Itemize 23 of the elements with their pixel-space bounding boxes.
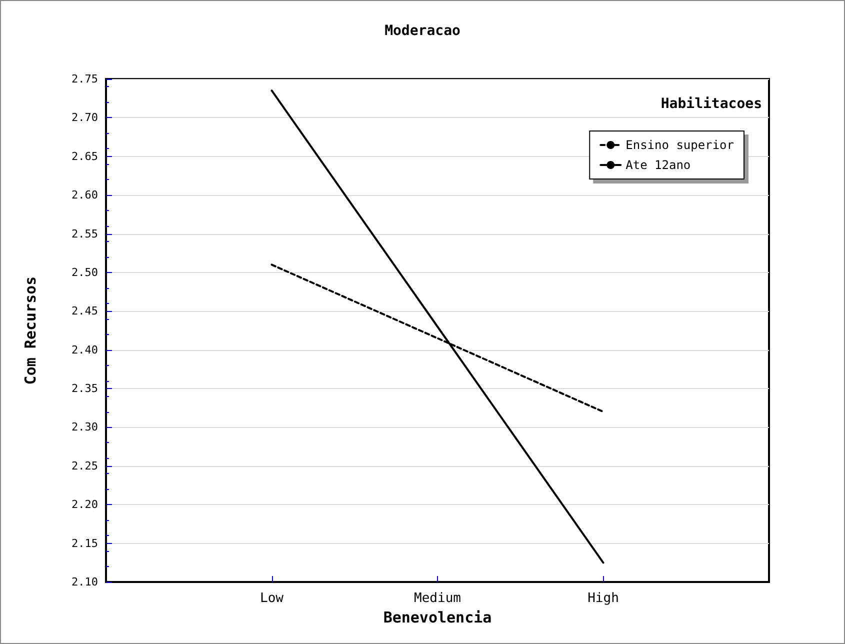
y-tick-label: 2.30 <box>72 420 98 434</box>
chart-title: Moderacao <box>384 23 460 39</box>
y-tick-label: 2.65 <box>72 150 98 163</box>
y-tick-label: 2.20 <box>72 498 98 512</box>
y-tick-label: 2.70 <box>72 111 98 124</box>
x-tick-label: Low <box>260 591 284 606</box>
y-tick-label: 2.45 <box>72 304 98 318</box>
y-axis-title: Com Recursos <box>22 276 40 385</box>
y-tick-label: 2.40 <box>72 343 98 356</box>
y-tick-label: 2.60 <box>72 188 98 202</box>
y-tick-label: 2.55 <box>72 227 98 240</box>
y-tick-label: 2.15 <box>72 536 98 550</box>
y-tick-label: 2.35 <box>72 382 98 396</box>
x-tick-label: High <box>588 591 619 606</box>
legend-title: Habilitacoes <box>660 96 762 112</box>
y-tick-label: 2.50 <box>72 266 98 279</box>
legend-label: Ensino superior <box>626 138 734 152</box>
x-axis-title: Benevolencia <box>383 608 492 626</box>
legend-label: Ate 12ano <box>626 158 691 172</box>
y-tick-label: 2.75 <box>72 72 98 86</box>
y-tick-label: 2.25 <box>72 459 98 472</box>
x-tick-label: Medium <box>414 591 462 606</box>
y-tick-label: 2.10 <box>72 576 98 588</box>
